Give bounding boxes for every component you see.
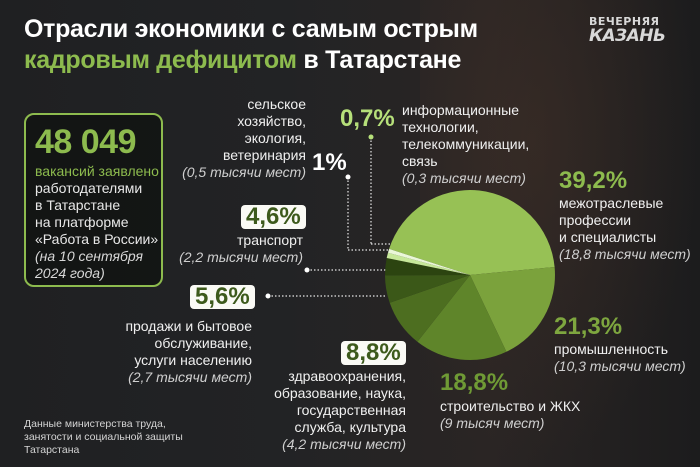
source-line: занятости и социальной защиты	[24, 431, 183, 443]
logo-line-2: КАЗАНЬ	[589, 26, 666, 46]
pct-transport: 4,6%	[241, 205, 306, 229]
label-sub: (2,2 тысячи мест)	[179, 249, 303, 265]
label-text: образование, наука,	[274, 385, 406, 401]
label-sales: продажи и бытовое обслуживание, услуги н…	[100, 318, 252, 386]
label-text: служба, культура	[294, 419, 406, 435]
label-text: сельское	[247, 96, 306, 112]
label-text: технологии,	[402, 119, 479, 135]
label-sub: (4,2 тысячи мест)	[282, 436, 406, 452]
pct-cross: 39,2%	[559, 167, 628, 194]
desc-line: работодателями	[35, 180, 143, 196]
pct-health: 8,8%	[341, 341, 406, 365]
desc-date: (на 10 сентября	[35, 248, 143, 264]
desc-line: на платформе	[35, 214, 129, 230]
label-sub: (0,5 тысячи мест)	[182, 164, 306, 180]
total-number: 48 049	[35, 123, 137, 161]
pct-construction: 18,8%	[440, 369, 509, 396]
pct-it: 0,7%	[340, 105, 395, 132]
source-line: Татарстана	[24, 444, 80, 456]
label-text: строительство и ЖКХ	[440, 398, 581, 414]
title-highlight: кадровым дефицитом	[24, 46, 297, 74]
label-agri: сельское хозяйство, экология, ветеринари…	[182, 96, 306, 181]
title-line-1: Отрасли экономики с самым острым	[24, 15, 478, 43]
desc-line: вакансий заявлено	[35, 163, 159, 179]
slice-health	[389, 275, 470, 342]
slice-it	[388, 248, 470, 275]
label-sub: (2,7 тысячи мест)	[128, 369, 252, 385]
source-line: Данные министерства труда,	[24, 418, 166, 430]
total-vacancies-box: 48 049 вакансий заявлено работодателями …	[24, 113, 163, 287]
title-line-2: кадровым дефицитом в Татарстане	[24, 45, 478, 76]
label-health: здравоохранения, образование, наука, гос…	[240, 368, 406, 453]
label-text: хозяйство,	[237, 113, 306, 129]
slice-construction	[417, 275, 507, 361]
slice-agri	[386, 252, 470, 275]
label-text: ветеринария	[223, 147, 306, 163]
label-text: телекоммуникации,	[402, 136, 530, 152]
label-text: промышленность	[554, 341, 668, 357]
label-sub: (9 тысяч мест)	[440, 415, 545, 431]
label-text: продажи и бытовое	[125, 318, 252, 334]
label-industry: промышленность (10,3 тысячи мест)	[554, 341, 686, 375]
title-rest: в Татарстане	[296, 46, 462, 74]
label-sub: (18,8 тысячи мест)	[559, 246, 691, 262]
label-text: государственная	[296, 402, 406, 418]
label-text: экология,	[244, 130, 306, 146]
label-text: транспорт	[237, 232, 303, 248]
pct-industry: 21,3%	[554, 313, 623, 340]
label-transport: транспорт (2,2 тысячи мест)	[160, 232, 303, 266]
slice-industry	[470, 267, 555, 352]
desc-line: «Работа в России»	[35, 231, 159, 247]
pct-sales: 5,6%	[190, 285, 255, 309]
label-text: услуги населению	[134, 352, 252, 368]
label-text: межотраслевые	[559, 195, 664, 211]
slice-cross-industry	[389, 190, 555, 275]
total-description: вакансий заявлено работодателями в Татар…	[35, 163, 161, 282]
label-text: и специалисты	[559, 229, 657, 245]
source-note: Данные министерства труда, занятости и с…	[24, 418, 183, 457]
label-it: информационные технологии, телекоммуника…	[402, 102, 529, 187]
pie-slices	[384, 190, 555, 361]
desc-date: 2024 года)	[35, 265, 105, 281]
label-sub: (0,3 тысячи мест)	[402, 170, 526, 186]
slice-sales	[385, 275, 470, 303]
slice-transport	[384, 258, 470, 276]
label-sub: (10,3 тысячи мест)	[554, 358, 686, 374]
pct-agri: 1%	[312, 149, 347, 176]
label-cross: межотраслевые профессии и специалисты (1…	[559, 195, 691, 263]
desc-line: в Татарстане	[35, 197, 121, 213]
page-title: Отрасли экономики с самым острым кадровы…	[24, 14, 478, 76]
label-text: информационные	[402, 102, 519, 118]
label-text: здравоохранения,	[288, 368, 406, 384]
logo-line-1: ВЕЧЕРНЯЯ	[589, 15, 660, 28]
label-construction: строительство и ЖКХ (9 тысяч мест)	[440, 398, 580, 432]
label-text: обслуживание,	[154, 335, 252, 351]
label-text: профессии	[559, 212, 632, 228]
logo: ВЕЧЕРНЯЯ КАЗАНЬ	[589, 16, 669, 45]
label-text: связь	[402, 153, 438, 169]
